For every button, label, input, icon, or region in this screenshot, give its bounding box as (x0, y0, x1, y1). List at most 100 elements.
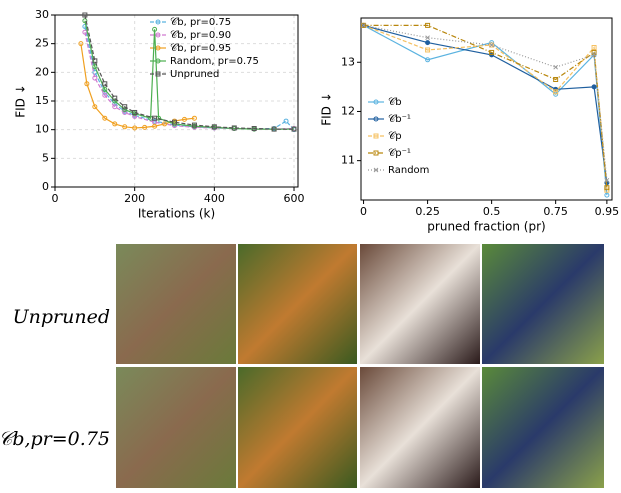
legend-label: Random, pr=0.75 (170, 56, 259, 67)
line (363, 24, 608, 183)
marker (84, 81, 90, 87)
marker (231, 125, 237, 131)
marker (425, 47, 431, 53)
marker (489, 42, 494, 48)
legend-marker (373, 150, 379, 156)
marker (251, 126, 257, 132)
marker (142, 124, 148, 130)
image-grid: Unpruned 𝒞b,pr=0.75 (0, 244, 604, 488)
legend-label: 𝒞p (388, 131, 402, 142)
marker (92, 104, 98, 110)
chart: 0 5 10 15 20 25 30 0 200 400 600 Iterations (k) FID … (14, 8, 305, 221)
marker (604, 177, 610, 183)
marker (112, 104, 118, 110)
x-tick-label: 0.5 (483, 205, 501, 218)
legend-marker (155, 58, 161, 64)
x-axis-label: pruned fraction (pr) (427, 220, 545, 234)
marker (122, 107, 128, 113)
image (238, 367, 357, 488)
marker (489, 42, 495, 48)
marker (553, 76, 559, 82)
marker (553, 89, 559, 95)
y-tick-label: 25 (35, 37, 49, 50)
marker (102, 92, 108, 98)
x-tick-label: 0.25 (415, 205, 440, 218)
marker (425, 22, 431, 28)
plot-frame (54, 14, 299, 188)
marker (191, 115, 197, 121)
marker (82, 12, 88, 18)
marker (181, 116, 187, 122)
line (363, 24, 608, 181)
line (363, 24, 608, 188)
image (482, 244, 604, 364)
marker (112, 121, 118, 127)
legend-label: 𝒞b (388, 97, 402, 108)
marker (425, 40, 431, 46)
y-tick-label: 5 (42, 151, 49, 164)
image (482, 367, 604, 488)
marker (78, 41, 84, 47)
marker (283, 118, 289, 124)
y-axis-label: FID ↓ (14, 84, 28, 118)
plot-frame (360, 17, 613, 201)
y-tick-label: 12 (341, 104, 355, 117)
marker (425, 35, 430, 41)
legend-marker (373, 133, 379, 139)
legend-label: Random (388, 165, 429, 176)
legend-label: 𝒞b⁻¹ (388, 114, 411, 125)
marker (132, 109, 138, 115)
marker (271, 126, 277, 132)
y-tick-label: 13 (341, 55, 355, 68)
image (238, 244, 357, 364)
marker (122, 104, 128, 110)
marker (361, 23, 366, 28)
marker (112, 95, 118, 101)
legend-label: 𝒞p⁻¹ (388, 148, 411, 159)
y-tick-label: 0 (42, 180, 49, 193)
x-tick-label: 400 (204, 192, 225, 205)
marker (102, 87, 108, 93)
marker (122, 109, 128, 115)
y-tick-label: 30 (35, 8, 49, 21)
row-label: Unpruned (13, 306, 110, 328)
legend-marker (155, 19, 161, 25)
legend-label: 𝒞b, pr=0.75 (170, 17, 231, 28)
legend-label: 𝒞b, pr=0.95 (170, 43, 231, 54)
marker (152, 115, 158, 121)
y-tick-label: 11 (341, 154, 355, 167)
marker (122, 124, 128, 130)
legend-marker (373, 99, 379, 105)
marker (604, 192, 610, 198)
x-tick-label: 600 (284, 192, 305, 205)
marker (291, 126, 297, 132)
line (80, 43, 195, 129)
marker (102, 115, 108, 121)
y-tick-label: 15 (35, 94, 49, 107)
y-tick-label: 10 (35, 123, 49, 136)
marker (82, 18, 88, 24)
marker (152, 26, 158, 32)
legend-label: Unpruned (170, 69, 219, 80)
marker (211, 124, 217, 130)
x-tick-label: 0 (52, 192, 59, 205)
x-axis-label: Iterations (k) (138, 207, 215, 221)
marker (591, 84, 597, 90)
y-axis-label: FID ↓ (320, 92, 334, 126)
x-tick-label: 200 (124, 192, 145, 205)
marker (92, 75, 98, 81)
y-tick-label: 20 (35, 65, 49, 78)
marker (152, 123, 158, 129)
marker (82, 23, 88, 29)
line (363, 24, 608, 191)
legend-label: 𝒞b, pr=0.90 (170, 30, 231, 41)
marker (132, 125, 138, 131)
legend-marker (373, 167, 379, 173)
marker (191, 122, 197, 128)
marker (553, 64, 559, 70)
marker (92, 58, 98, 64)
chart: 11 12 13 0 0.25 0.5 0.75 0.95 pruned fraction (p… (320, 17, 619, 234)
marker (489, 49, 495, 55)
